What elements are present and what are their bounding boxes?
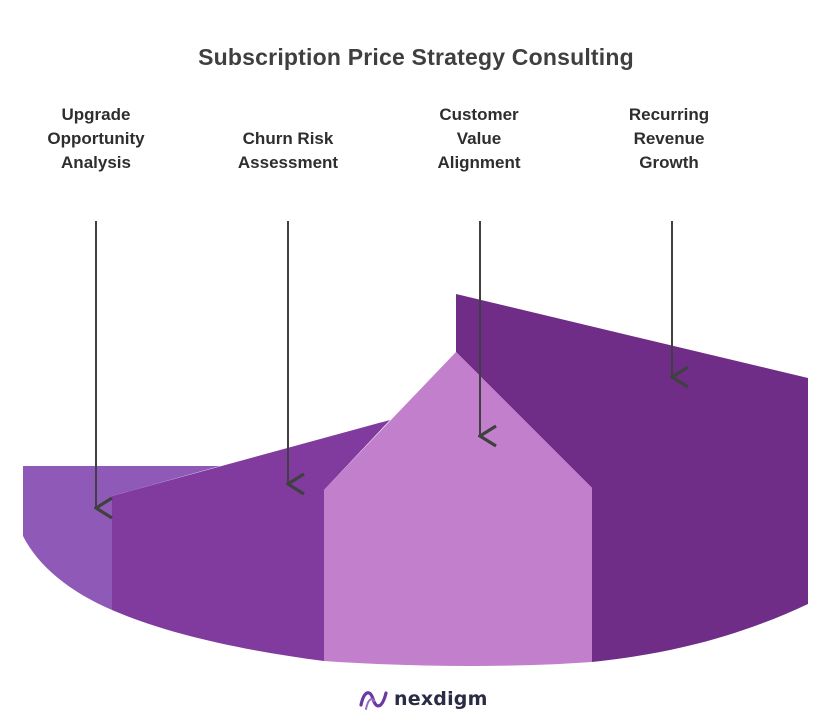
stage-label-churn: Churn Risk Assessment: [203, 127, 373, 175]
stage-label-line: Assessment: [237, 153, 339, 172]
stage-shape-value: [324, 352, 592, 667]
stage-label-line: Value: [456, 129, 502, 148]
diagram-title: Subscription Price Strategy Consulting: [198, 44, 634, 70]
stage-shape-upgrade: [23, 466, 220, 610]
stage-label-line: Growth: [639, 153, 699, 172]
stage-label-line: Analysis: [61, 153, 131, 172]
stage-label-value: Customer Value Alignment: [394, 103, 564, 175]
brand-logo: nexdigm: [358, 684, 488, 714]
stage-label-line: Upgrade: [61, 105, 131, 124]
brand-name: nexdigm: [394, 688, 488, 710]
stage-label-line: Recurring: [628, 105, 710, 124]
stage-label-line: Revenue: [633, 129, 705, 148]
nexdigm-logo-icon: [359, 691, 388, 710]
stage-label-line: Opportunity: [47, 129, 145, 148]
stage-shape-revenue: [456, 294, 808, 662]
stage-label-line: Alignment: [437, 153, 521, 172]
stage-label-line: Customer: [439, 105, 519, 124]
stage-label-revenue: Recurring Revenue Growth: [584, 103, 754, 175]
stage-label-line: Churn Risk: [242, 129, 334, 148]
stage-label-upgrade: Upgrade Opportunity Analysis: [11, 103, 181, 175]
stage-shape-churn: [112, 420, 390, 661]
